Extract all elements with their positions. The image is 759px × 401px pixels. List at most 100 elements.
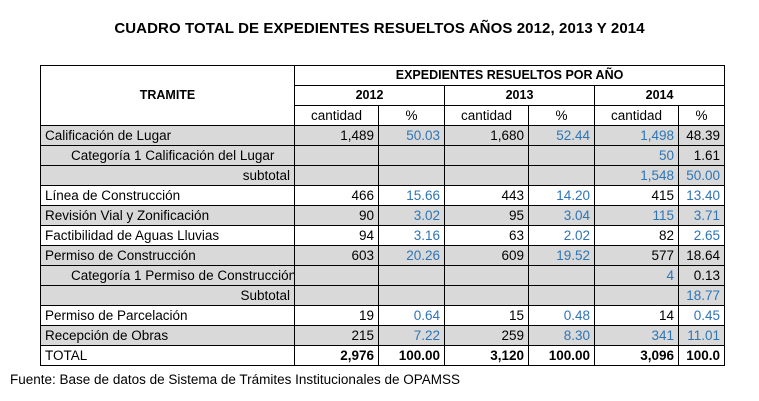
table-title: CUADRO TOTAL DE EXPEDIENTES RESUELTOS AÑ… — [114, 20, 645, 37]
cell-cantidad-2013: 3,120 — [444, 345, 529, 366]
cell-cantidad-2014: 1,498 — [594, 125, 679, 146]
cell-pct-2013 — [528, 265, 595, 286]
cell-pct-2014: 18.77 — [677, 285, 726, 306]
table-row: Calificación de Lugar 1,489 50.03 1,680 … — [40, 125, 726, 146]
cell-pct-2013: 52.44 — [528, 125, 595, 146]
cell-pct-2012: 3.02 — [378, 205, 445, 226]
cell-pct-2012 — [378, 285, 445, 306]
header-pct: % — [528, 105, 595, 126]
cell-cantidad-2012 — [294, 265, 379, 286]
header-group: EXPEDIENTES RESUELTOS POR AÑO — [293, 65, 726, 86]
cell-cantidad-2012: 603 — [294, 245, 379, 266]
cell-cantidad-2013 — [444, 285, 529, 306]
cell-pct-2012: 15.66 — [378, 185, 445, 206]
cell-pct-2012: 50.03 — [378, 125, 445, 146]
table-row: Recepción de Obras 215 7.22 259 8.30 341… — [40, 325, 726, 346]
source-footnote: Fuente: Base de datos de Sistema de Trám… — [10, 372, 460, 387]
header-cantidad: cantidad — [444, 105, 529, 126]
row-label: Categoría 1 Calificación del Lugar — [40, 145, 295, 166]
cell-cantidad-2013 — [444, 145, 529, 166]
cell-pct-2014: 50.00 — [677, 165, 726, 186]
header-cantidad: cantidad — [594, 105, 679, 126]
cell-pct-2013: 8.30 — [528, 325, 595, 346]
cell-pct-2014: 1.61 — [677, 145, 726, 166]
cell-pct-2014: 2.65 — [677, 225, 726, 246]
row-label: Revisión Vial y Zonificación — [40, 205, 295, 226]
cell-pct-2012 — [378, 145, 445, 166]
cell-cantidad-2014: 14 — [594, 305, 679, 326]
cell-cantidad-2013: 95 — [444, 205, 529, 226]
cell-cantidad-2014: 4 — [594, 265, 679, 286]
cell-pct-2014: 48.39 — [677, 125, 726, 146]
cell-pct-2012 — [378, 165, 445, 186]
cell-cantidad-2014: 115 — [594, 205, 679, 226]
table-row: Categoría 1 Permiso de Construcción 4 0.… — [40, 265, 726, 286]
cell-pct-2013: 2.02 — [528, 225, 595, 246]
cell-cantidad-2014: 415 — [594, 185, 679, 206]
cell-pct-2014: 18.64 — [677, 245, 726, 266]
row-label: Factibilidad de Aguas Lluvias — [40, 225, 295, 246]
cell-cantidad-2014: 82 — [594, 225, 679, 246]
cell-pct-2014: 100.0 — [677, 345, 726, 366]
cell-cantidad-2014: 577 — [594, 245, 679, 266]
table-row: Subtotal 18.77 — [40, 285, 726, 306]
cell-pct-2014: 0.13 — [677, 265, 726, 286]
cell-pct-2012: 0.64 — [378, 305, 445, 326]
header-pct: % — [378, 105, 445, 126]
row-label: subtotal — [40, 165, 295, 186]
row-label: Línea de Construcción — [40, 185, 295, 206]
cell-pct-2012: 20.26 — [378, 245, 445, 266]
cell-cantidad-2012: 2,976 — [294, 345, 379, 366]
header-year-2014: 2014 — [593, 85, 726, 106]
row-label: TOTAL — [40, 345, 295, 366]
table-row-total: TOTAL 2,976 100.00 3,120 100.00 3,096 10… — [40, 345, 726, 366]
row-label: Recepción de Obras — [40, 325, 295, 346]
table-row: Línea de Construcción 466 15.66 443 14.2… — [40, 185, 726, 206]
cell-cantidad-2012 — [294, 165, 379, 186]
table-row: Categoría 1 Calificación del Lugar 50 1.… — [40, 145, 726, 166]
cell-pct-2013: 100.00 — [528, 345, 595, 366]
cell-pct-2012 — [378, 265, 445, 286]
cell-cantidad-2012 — [294, 145, 379, 166]
row-label: Categoría 1 Permiso de Construcción — [40, 265, 295, 286]
cell-pct-2013 — [528, 145, 595, 166]
cell-pct-2014: 0.45 — [677, 305, 726, 326]
cell-cantidad-2014 — [594, 285, 679, 306]
expedientes-table: TRAMITE EXPEDIENTES RESUELTOS POR AÑO 20… — [40, 65, 726, 366]
table-row: Permiso de Parcelación 19 0.64 15 0.48 1… — [40, 305, 726, 326]
cell-cantidad-2014: 50 — [594, 145, 679, 166]
cell-pct-2014: 13.40 — [677, 185, 726, 206]
cell-cantidad-2012: 94 — [294, 225, 379, 246]
cell-pct-2013: 0.48 — [528, 305, 595, 326]
row-label: Subtotal — [40, 285, 295, 306]
cell-cantidad-2012: 466 — [294, 185, 379, 206]
cell-cantidad-2012 — [294, 285, 379, 306]
header-year-2013: 2013 — [444, 85, 595, 106]
row-label: Calificación de Lugar — [40, 125, 295, 146]
cell-pct-2013 — [528, 285, 595, 306]
cell-cantidad-2013 — [444, 265, 529, 286]
cell-pct-2012: 3.16 — [378, 225, 445, 246]
table-row: Factibilidad de Aguas Lluvias 94 3.16 63… — [40, 225, 726, 246]
cell-pct-2012: 7.22 — [378, 325, 445, 346]
cell-cantidad-2012: 19 — [294, 305, 379, 326]
cell-cantidad-2013: 15 — [444, 305, 529, 326]
cell-cantidad-2012: 90 — [294, 205, 379, 226]
header-tramite: TRAMITE — [40, 65, 295, 126]
header-cantidad: cantidad — [294, 105, 379, 126]
cell-pct-2013 — [528, 165, 595, 186]
cell-pct-2012: 100.00 — [378, 345, 445, 366]
cell-cantidad-2014: 1,548 — [594, 165, 679, 186]
row-label: Permiso de Construcción — [40, 245, 295, 266]
cell-cantidad-2014: 3,096 — [594, 345, 679, 366]
cell-cantidad-2012: 215 — [294, 325, 379, 346]
header-pct: % — [677, 105, 726, 126]
cell-cantidad-2013: 443 — [444, 185, 529, 206]
cell-pct-2013: 19.52 — [528, 245, 595, 266]
cell-cantidad-2012: 1,489 — [294, 125, 379, 146]
row-label: Permiso de Parcelación — [40, 305, 295, 326]
table-row: Permiso de Construcción 603 20.26 609 19… — [40, 245, 726, 266]
cell-pct-2014: 3.71 — [677, 205, 726, 226]
table-row: subtotal 1,548 50.00 — [40, 165, 726, 186]
cell-pct-2013: 14.20 — [528, 185, 595, 206]
